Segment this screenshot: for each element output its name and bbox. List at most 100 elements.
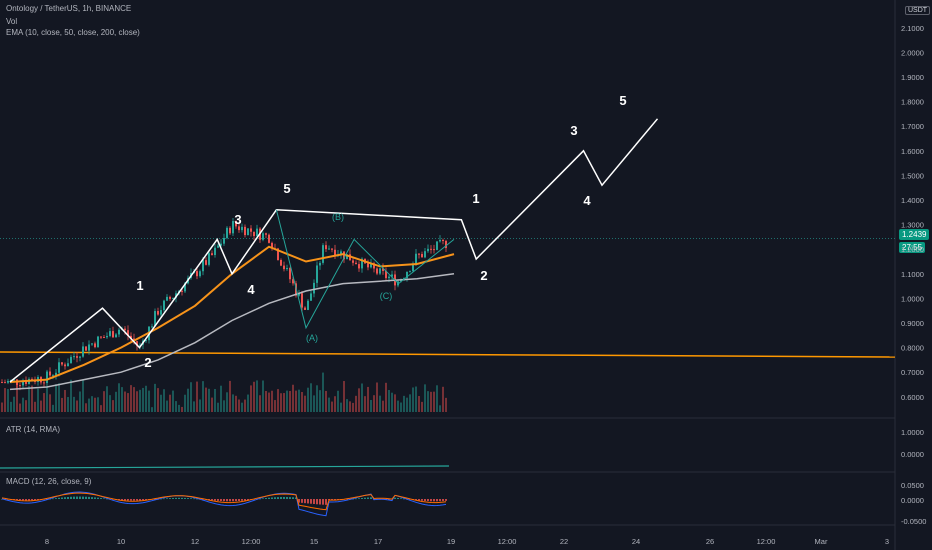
candle-body xyxy=(85,346,87,351)
candle-body xyxy=(223,237,225,244)
candle-body xyxy=(241,226,243,231)
candle-body xyxy=(238,226,240,231)
candle-body xyxy=(112,331,114,338)
candle-body xyxy=(358,264,360,269)
macd-histogram-bar xyxy=(238,499,240,501)
volume-bar xyxy=(364,396,366,412)
volume-bar xyxy=(220,385,222,412)
wave-label: 3 xyxy=(234,212,241,227)
macd-histogram-bar xyxy=(211,499,213,501)
wave-label: 5 xyxy=(283,181,290,196)
macd-histogram-bar xyxy=(121,499,123,501)
price-tick-label: 1.6000 xyxy=(901,147,924,156)
volume-bar xyxy=(106,386,108,412)
time-tick-label: 15 xyxy=(310,537,318,546)
macd-histogram-bar xyxy=(232,499,234,502)
macd-histogram-bar xyxy=(352,498,354,500)
macd-histogram-bar xyxy=(160,498,162,500)
candle-body xyxy=(79,356,81,358)
macd-histogram-bar xyxy=(358,498,360,499)
candle-body xyxy=(73,356,75,358)
macd-histogram-bar xyxy=(259,498,261,500)
candle-body xyxy=(388,276,390,279)
volume-bar xyxy=(439,405,441,412)
symbol-legend: Ontology / TetherUS, 1h, BINANCE xyxy=(6,4,132,13)
macd-tick-label: -0.0500 xyxy=(901,517,926,526)
macd-histogram-bar xyxy=(31,499,33,501)
candle-body xyxy=(367,263,369,268)
volume-bar xyxy=(427,391,429,412)
macd-histogram-bar xyxy=(76,496,78,499)
volume-bar xyxy=(115,391,117,412)
macd-histogram-bar xyxy=(103,498,105,499)
macd-histogram-bar xyxy=(208,499,210,501)
volume-bar xyxy=(7,388,9,412)
candle-body xyxy=(361,258,363,269)
volume-bar xyxy=(274,400,276,412)
volume-bar xyxy=(175,401,177,412)
macd-histogram-bar xyxy=(49,498,51,500)
macd-histogram-bar xyxy=(67,496,69,499)
candle-body xyxy=(163,300,165,311)
candle-body xyxy=(244,226,246,236)
volume-bar xyxy=(358,388,360,412)
volume-bar xyxy=(52,404,54,412)
time-tick-label: 3 xyxy=(885,537,889,546)
candle-body xyxy=(58,362,60,373)
wave-label: 2 xyxy=(144,355,151,370)
macd-histogram-bar xyxy=(22,499,24,501)
macd-legend: MACD (12, 26, close, 9) xyxy=(6,477,92,486)
candle-body xyxy=(64,364,66,367)
volume-bar xyxy=(223,400,225,412)
atr-tick-label: 0.0000 xyxy=(901,450,924,459)
volume-bar xyxy=(310,383,312,412)
volume-bar xyxy=(88,398,90,412)
candle-body xyxy=(442,240,444,242)
macd-histogram-bar xyxy=(304,499,306,504)
candle-body xyxy=(373,263,375,269)
macd-histogram-bar xyxy=(403,498,405,500)
candle-body xyxy=(283,265,285,270)
candle-body xyxy=(61,362,63,365)
macd-histogram-bar xyxy=(361,497,363,499)
candle-body xyxy=(25,381,27,384)
wave-label: 5 xyxy=(619,93,626,108)
candle-body xyxy=(427,248,429,252)
candle-body xyxy=(232,221,234,234)
candle-body xyxy=(415,253,417,265)
horizontal-support-line xyxy=(0,351,896,358)
macd-histogram-bar xyxy=(142,499,144,501)
macd-histogram-bar xyxy=(280,497,282,499)
candle-body xyxy=(118,329,120,335)
macd-histogram-bar xyxy=(88,496,90,499)
wave-label: 4 xyxy=(583,193,591,208)
atr-line xyxy=(0,465,450,469)
volume-bar xyxy=(199,399,201,412)
macd-histogram-bar xyxy=(322,499,324,505)
candle-body xyxy=(82,346,84,357)
volume-bar xyxy=(301,391,303,412)
macd-histogram-bar xyxy=(70,496,72,499)
macd-histogram-bar xyxy=(271,497,273,499)
candle-body xyxy=(253,231,255,237)
price-tick-label: 2.0000 xyxy=(901,48,924,57)
macd-histogram-bar xyxy=(178,497,180,499)
volume-bar xyxy=(34,401,36,412)
wave-label: 3 xyxy=(570,123,577,138)
volume-bar xyxy=(1,402,3,412)
macd-histogram-bar xyxy=(283,496,285,499)
volume-bar xyxy=(313,395,315,412)
volume-bar xyxy=(217,402,219,412)
candle-body xyxy=(52,375,54,377)
volume-bar xyxy=(244,399,246,412)
candle-body xyxy=(145,340,147,342)
volume-bar xyxy=(40,400,42,412)
volume-bar xyxy=(379,395,381,412)
volume-bar xyxy=(214,388,216,412)
last-price-tag: 1.2439 xyxy=(899,229,930,240)
candle-body xyxy=(355,262,357,265)
volume-bar xyxy=(187,388,189,412)
candle-body xyxy=(391,274,393,277)
